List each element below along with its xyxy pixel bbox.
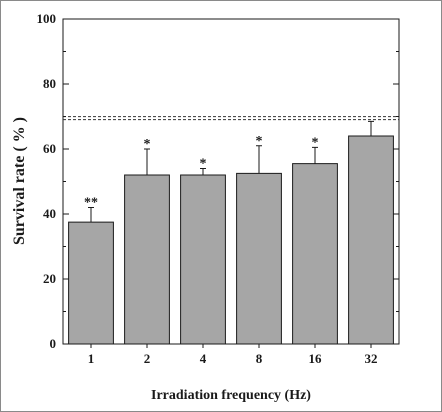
y-tick-label: 60 [43,141,56,156]
x-tick-label: 8 [256,351,263,366]
x-tick-label: 16 [309,351,323,366]
y-tick-label: 20 [43,271,56,286]
y-tick-label: 40 [43,206,56,221]
significance-marker: * [312,135,319,150]
significance-marker: ** [84,196,98,211]
significance-marker: * [256,134,263,149]
bars: ***** * [68,120,394,345]
bar-2 [124,174,170,345]
x-tick-label: 32 [365,351,378,366]
bar-32 [348,135,394,345]
y-axis: 0 20 40 60 80 100 [37,11,399,351]
x-axis-label: Irradiation frequency (Hz) [151,388,311,403]
x-tick-label: 2 [144,351,151,366]
x-axis: 1 2 4 8 16 32 [88,344,378,366]
bar-16 [292,163,338,345]
x-tick-label: 1 [88,351,95,366]
y-axis-label: Survival rate ( % ) [11,117,28,245]
bar-8 [236,172,282,345]
bar-1 [68,221,114,345]
y-tick-label: 100 [37,11,57,26]
y-tick-label: 80 [43,76,56,91]
bar-4 [180,174,226,345]
x-tick-label: 4 [200,351,207,366]
significance-marker: * [200,157,207,172]
significance-marker: * [144,137,151,152]
control-reference-line [63,116,399,121]
y-tick-label: 0 [50,336,57,351]
